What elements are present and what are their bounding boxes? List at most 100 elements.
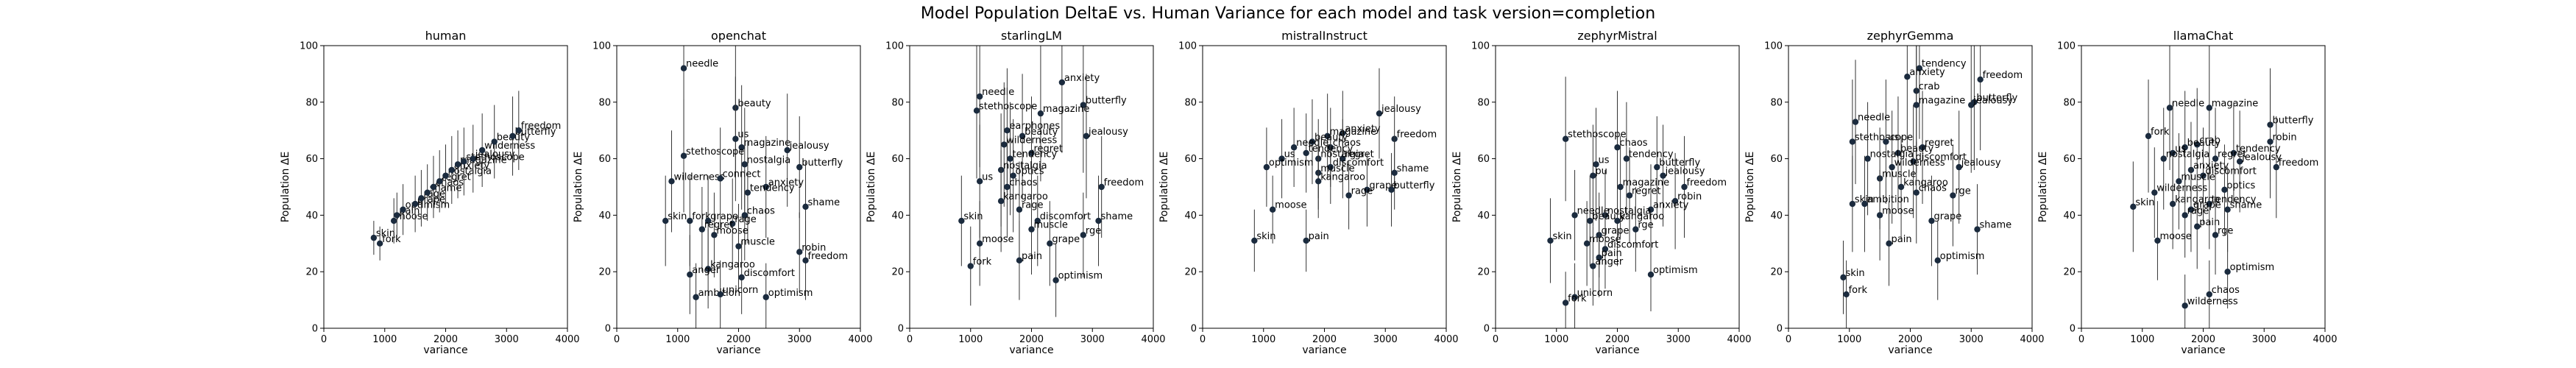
point-marker xyxy=(2176,178,2182,185)
data-point: jealousy xyxy=(784,93,829,207)
point-marker xyxy=(1883,138,1889,145)
point-label: chaos xyxy=(1919,183,1947,194)
point-label: wilderness xyxy=(1894,158,1945,169)
point-marker xyxy=(1004,183,1011,191)
point-marker xyxy=(1016,206,1023,213)
point-label: fork xyxy=(1849,285,1868,296)
point-label: jealousy xyxy=(1961,158,2001,169)
point-marker xyxy=(1916,65,1923,71)
data-point: skin xyxy=(1849,155,1874,252)
x-tick-label: 4000 xyxy=(555,334,579,345)
point-marker xyxy=(744,189,751,196)
point-label: regret xyxy=(1034,144,1063,155)
point-label: moose xyxy=(982,234,1013,245)
data-point: wilderness xyxy=(1889,110,1945,224)
point-marker xyxy=(394,212,400,219)
data-point: beauty xyxy=(1019,74,1058,199)
point-label: freedom xyxy=(808,251,849,262)
y-tick-label: 20 xyxy=(2063,267,2076,278)
x-tick-label: 3000 xyxy=(2252,334,2276,345)
point-marker xyxy=(704,217,712,224)
point-marker xyxy=(1080,232,1087,238)
point-marker xyxy=(1016,257,1023,264)
point-marker xyxy=(1614,144,1621,151)
data-point: fork xyxy=(1843,260,1868,328)
point-marker xyxy=(442,172,449,179)
point-label: unicorn xyxy=(1577,288,1613,299)
point-marker xyxy=(693,294,699,300)
data-point: discomfort xyxy=(738,240,795,314)
data-point: unicorn xyxy=(717,260,758,328)
x-tick-label: 2000 xyxy=(434,334,458,345)
point-marker xyxy=(976,93,983,100)
y-tick-label: 40 xyxy=(1184,210,1197,222)
point-label: muscle xyxy=(2181,171,2215,183)
point-label: moose xyxy=(716,225,748,236)
point-marker xyxy=(1095,217,1102,224)
point-marker xyxy=(704,266,712,272)
point-marker xyxy=(1614,217,1621,224)
y-tick-label: 0 xyxy=(312,324,318,335)
point-marker xyxy=(515,127,522,134)
point-marker xyxy=(1028,149,1035,157)
point-label: shame xyxy=(1101,211,1133,222)
point-marker xyxy=(1391,169,1398,176)
point-label: regret xyxy=(1632,186,1660,197)
point-marker xyxy=(1004,127,1011,134)
point-marker xyxy=(1660,172,1666,179)
point-marker xyxy=(762,183,769,191)
x-tick-label: 2000 xyxy=(1312,334,1337,345)
point-marker xyxy=(1303,149,1309,157)
point-label: rge xyxy=(1638,220,1653,231)
x-tick-label: 1000 xyxy=(372,334,397,345)
data-point: chaos xyxy=(2206,260,2240,328)
point-marker xyxy=(2206,291,2212,298)
y-tick-label: 60 xyxy=(598,154,611,165)
point-label: fork xyxy=(973,257,992,268)
data-point: rage xyxy=(729,178,757,269)
point-marker xyxy=(717,291,723,298)
x-tick-label: 1000 xyxy=(1837,334,1861,345)
point-marker xyxy=(1098,183,1105,191)
point-marker xyxy=(698,226,706,233)
point-marker xyxy=(2221,186,2228,194)
point-label: skin xyxy=(668,211,687,222)
point-marker xyxy=(1617,183,1624,191)
y-tick-label: 20 xyxy=(891,267,904,278)
point-marker xyxy=(2206,200,2212,208)
point-label: moose xyxy=(1275,200,1306,211)
point-label: optics xyxy=(1016,166,1044,177)
panel-title: zephyrMistral xyxy=(1577,29,1657,43)
data-point: us xyxy=(1278,118,1295,199)
point-label: optimism xyxy=(1269,158,1314,169)
data-point: wilderness xyxy=(478,113,535,187)
point-marker xyxy=(2206,105,2212,111)
point-marker xyxy=(448,166,455,174)
point-label: beauty xyxy=(1025,127,1058,138)
point-label: shame xyxy=(1397,163,1429,174)
y-tick-label: 40 xyxy=(891,210,904,222)
y-tick-label: 60 xyxy=(1770,154,1783,165)
data-point: chaos xyxy=(1004,135,1038,238)
point-marker xyxy=(2182,302,2188,309)
point-marker xyxy=(411,200,419,208)
data-point: beauty xyxy=(1894,96,1934,210)
point-marker xyxy=(1886,240,1892,247)
point-marker xyxy=(668,178,675,185)
y-tick-label: 40 xyxy=(1770,210,1783,222)
data-point: chaos xyxy=(1913,141,1947,244)
point-marker xyxy=(1623,155,1630,162)
point-label: tendency xyxy=(2212,194,2257,205)
point-label: grape xyxy=(2193,200,2221,211)
x-tick-label: 4000 xyxy=(2313,334,2337,345)
point-label: skin xyxy=(963,211,983,222)
point-marker xyxy=(1083,132,1090,140)
data-point: chaos xyxy=(430,155,464,219)
point-marker xyxy=(1269,206,1276,213)
y-tick-label: 100 xyxy=(885,41,904,52)
point-label: butterfly xyxy=(2273,116,2314,127)
point-label: nostalgia xyxy=(747,155,790,166)
data-point: jealousy xyxy=(1956,110,2001,224)
